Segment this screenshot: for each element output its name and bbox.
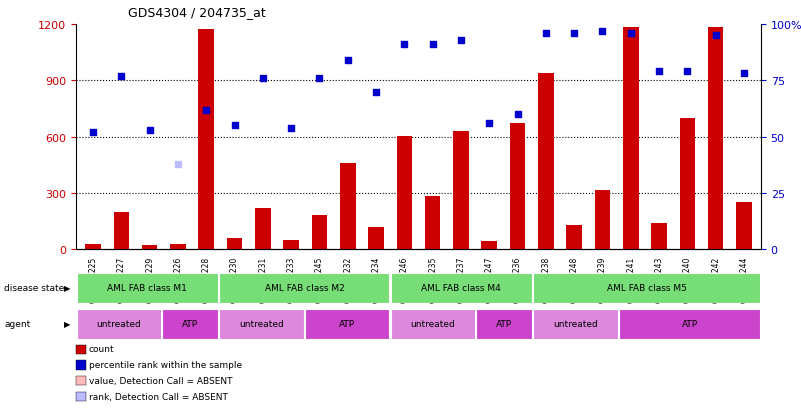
Point (398, 42, 411, 48)
Bar (481, 242, 497, 250)
Point (256, 76, 269, 82)
Bar (708, 28, 723, 250)
Bar (284, 240, 299, 250)
Text: count: count (89, 344, 115, 354)
Text: untreated: untreated (239, 320, 284, 328)
Point (200, 107, 213, 114)
Bar (566, 225, 582, 250)
Point (115, 73, 128, 80)
Point (313, 76, 326, 82)
Text: AML FAB class M4: AML FAB class M4 (421, 284, 501, 292)
Bar (255, 209, 271, 250)
Point (454, 37, 467, 44)
Point (143, 127, 156, 134)
Point (370, 89, 383, 96)
Bar (453, 132, 469, 250)
Point (341, 57, 354, 64)
Text: ATP: ATP (339, 320, 356, 328)
Bar (396, 136, 413, 250)
Point (709, 33, 722, 39)
Bar (170, 244, 186, 250)
Bar (114, 212, 129, 250)
Text: percentile rank within the sample: percentile rank within the sample (89, 360, 242, 369)
Bar (391, 273, 532, 303)
Text: value, Detection Call = ABSENT: value, Detection Call = ABSENT (89, 376, 232, 385)
Point (483, 121, 496, 127)
Bar (651, 223, 667, 250)
Point (285, 125, 298, 132)
Point (426, 42, 439, 48)
Text: rank, Detection Call = ABSENT: rank, Detection Call = ABSENT (89, 392, 227, 401)
Bar (219, 309, 304, 339)
Text: ATP: ATP (182, 320, 199, 328)
Bar (219, 273, 389, 303)
Text: disease state: disease state (4, 284, 64, 292)
Text: ATP: ATP (682, 320, 698, 328)
Text: AML FAB class M1: AML FAB class M1 (107, 284, 187, 292)
Point (539, 31, 552, 37)
Text: untreated: untreated (410, 320, 455, 328)
Text: untreated: untreated (97, 320, 141, 328)
Bar (594, 191, 610, 250)
Point (653, 69, 666, 75)
Bar (533, 273, 760, 303)
Text: ATP: ATP (496, 320, 512, 328)
Text: ▶: ▶ (64, 284, 70, 292)
Point (171, 161, 184, 168)
Bar (623, 28, 638, 250)
Point (87, 130, 99, 136)
Point (228, 123, 241, 129)
Text: AML FAB class M2: AML FAB class M2 (264, 284, 344, 292)
Bar (736, 202, 752, 250)
Point (511, 112, 524, 118)
Point (624, 31, 637, 37)
Text: ▶: ▶ (64, 320, 70, 328)
Text: untreated: untreated (553, 320, 598, 328)
Bar (163, 309, 218, 339)
Text: AML FAB class M5: AML FAB class M5 (607, 284, 686, 292)
Bar (305, 309, 389, 339)
Bar (340, 164, 356, 250)
Bar (509, 124, 525, 250)
Point (738, 71, 751, 78)
Bar (538, 74, 553, 250)
Bar (312, 215, 328, 250)
Bar (368, 227, 384, 250)
Text: agent: agent (4, 320, 30, 328)
Bar (142, 245, 158, 250)
Bar (227, 239, 243, 250)
Point (568, 31, 581, 37)
Bar (85, 244, 101, 250)
Bar (476, 309, 532, 339)
Bar (77, 309, 161, 339)
Point (681, 69, 694, 75)
Bar (425, 197, 441, 250)
Text: GDS4304 / 204735_at: GDS4304 / 204735_at (128, 6, 266, 19)
Bar (391, 309, 475, 339)
Bar (679, 119, 695, 250)
Bar (199, 31, 214, 250)
Bar (533, 309, 618, 339)
Bar (619, 309, 760, 339)
Point (596, 28, 609, 35)
Bar (77, 273, 218, 303)
